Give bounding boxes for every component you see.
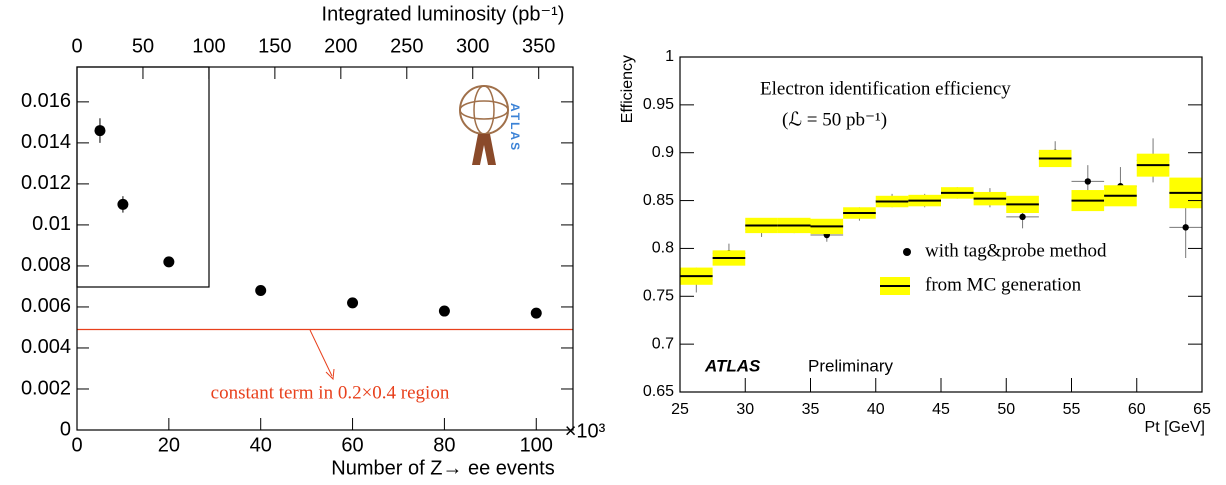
- y-tick-label: 0.002: [21, 377, 71, 399]
- x-tick-label: 25: [671, 401, 689, 418]
- x2-tick-label: 250: [390, 35, 423, 57]
- x2-tick-label: 350: [522, 35, 555, 57]
- y-tick-label: 0.95: [643, 96, 674, 113]
- x-axis-title: Number of Z→ ee events: [331, 457, 554, 479]
- x-tick-label: 55: [1063, 401, 1081, 418]
- y-tick-label: 0.85: [643, 192, 674, 209]
- x-tick-label: 20: [158, 434, 180, 456]
- y-tick-label: 0.006: [21, 295, 71, 317]
- plot-frame: [76, 66, 574, 431]
- y-tick-label: 0.65: [643, 383, 674, 400]
- point: [1182, 224, 1189, 231]
- y-tick-label: 0.016: [21, 90, 71, 112]
- arrow-head: [325, 368, 335, 381]
- y-tick-label: 0: [60, 418, 71, 440]
- x-tick-label: 65: [1193, 401, 1211, 418]
- point: [1019, 213, 1026, 221]
- x-tick-label: 100: [520, 434, 553, 456]
- x-multiplier: ×10³: [565, 420, 606, 442]
- x-tick-label: 40: [867, 401, 885, 418]
- x-tick-label: 60: [1128, 401, 1146, 418]
- point: [530, 307, 542, 319]
- legend-label: with tag&probe method: [925, 240, 1107, 261]
- point: [255, 285, 267, 297]
- x-tick-label: 60: [341, 434, 363, 456]
- y-axis-title: Efficiency: [619, 55, 636, 123]
- annotation: (ℒ = 50 pb⁻¹): [782, 109, 887, 130]
- point: [117, 198, 129, 210]
- point: [347, 297, 359, 309]
- inset-box: [76, 66, 210, 288]
- point: [163, 256, 175, 268]
- x2-tick-label: 50: [132, 35, 154, 57]
- x-tick-label: 45: [932, 401, 950, 418]
- point: [94, 125, 106, 137]
- point: [1084, 178, 1092, 185]
- x-tick-label: 50: [997, 401, 1015, 418]
- x-tick-label: 80: [433, 434, 455, 456]
- x2-tick-label: 150: [258, 35, 291, 57]
- reference-label: constant term in 0.2×0.4 region: [211, 382, 450, 403]
- x-tick-label: 35: [802, 401, 820, 418]
- atlas-logo: [459, 85, 509, 165]
- x2-tick-label: 200: [324, 35, 357, 57]
- y-tick-label: 0.9: [652, 144, 674, 161]
- x-tick-label: 40: [250, 434, 272, 456]
- status-label: Preliminary: [808, 356, 894, 375]
- y-tick-label: 0.012: [21, 172, 71, 194]
- y-tick-label: 0.014: [21, 131, 71, 153]
- x-tick-label: 0: [71, 434, 82, 456]
- x2-tick-label: 0: [71, 35, 82, 57]
- annotation-arrow: [309, 329, 333, 377]
- point: [438, 305, 450, 317]
- y-tick-label: 0.004: [21, 336, 71, 358]
- legend-swatch: [903, 248, 911, 256]
- x2-tick-label: 100: [192, 35, 225, 57]
- x2-tick-label: 300: [456, 35, 489, 57]
- annotation: Electron identification efficiency: [760, 78, 1011, 99]
- y-tick-label: 0.01: [32, 213, 71, 235]
- experiment-label: ATLAS: [704, 356, 761, 375]
- y-tick-label: 1: [665, 48, 674, 65]
- x-tick-label: 30: [736, 401, 754, 418]
- y-tick-label: 0.8: [652, 240, 674, 257]
- x-axis-title: Pt [GeV]: [1145, 419, 1205, 436]
- x2-axis-title: Integrated luminosity (pb⁻¹): [322, 3, 565, 25]
- logo-text: ATLAS: [508, 103, 522, 152]
- legend-label: from MC generation: [925, 274, 1082, 295]
- y-tick-label: 0.75: [643, 288, 674, 305]
- y-tick-label: 0.7: [652, 335, 674, 352]
- y-tick-label: 0.008: [21, 254, 71, 276]
